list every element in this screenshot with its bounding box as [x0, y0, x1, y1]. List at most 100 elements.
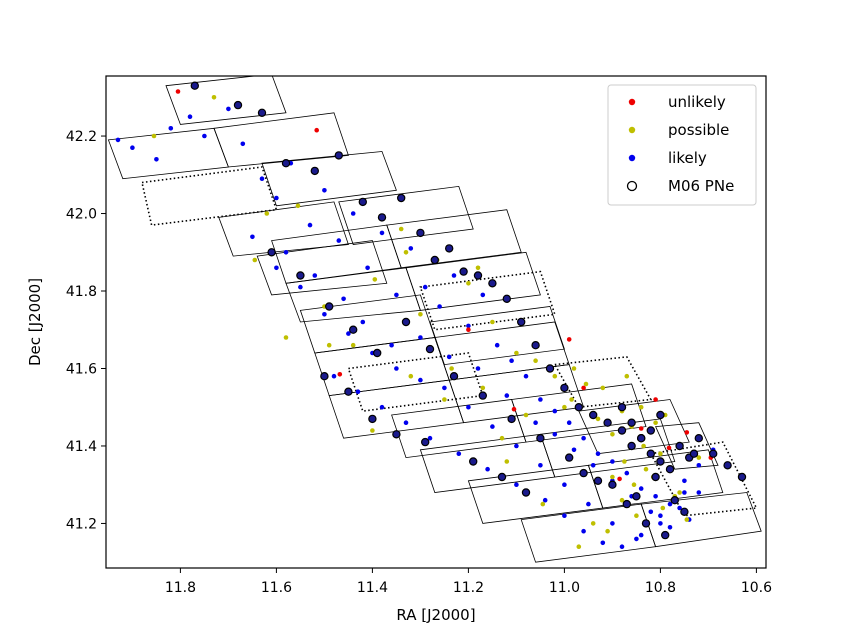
m06-pne-point [656, 457, 665, 466]
unlikely-point [684, 430, 690, 435]
likely-point [595, 451, 601, 457]
m06-pne-point [617, 403, 627, 412]
possible-point [540, 501, 546, 507]
likely-point [168, 126, 174, 131]
m06-pne-point [358, 197, 367, 207]
possible-point [643, 466, 649, 472]
m06-pne-point [473, 271, 483, 280]
likely-point [538, 397, 543, 402]
possible-point [583, 381, 589, 387]
m06-pne-point [622, 499, 632, 509]
likely-point [408, 246, 414, 251]
legend-box [607, 84, 757, 206]
m06-pne-point [310, 166, 319, 176]
field-outline-4 [141, 166, 278, 226]
y-tick-label: 41.4 [66, 439, 97, 455]
possible-point [595, 416, 601, 422]
likely-point [283, 250, 289, 255]
likely-point [350, 211, 356, 216]
likely-point [638, 532, 644, 538]
unlikely-point [653, 397, 658, 402]
m06-pne-point [689, 449, 699, 458]
likely-point [475, 366, 481, 371]
likely-point [307, 222, 313, 228]
likely-point [562, 482, 567, 488]
m06-pne-point [579, 468, 588, 478]
x-axis-ticks: 11.8 11.6 11.4 11.2 11.0 10.8 10.6 [165, 568, 772, 596]
possible-point [151, 133, 157, 139]
m06-pne-point [608, 480, 617, 489]
unlikely-point [175, 89, 181, 94]
m06-pne-point [517, 317, 526, 327]
m06-pne-point [560, 383, 569, 393]
m06-pne-point [344, 387, 353, 396]
likely-point [586, 501, 591, 507]
field-outline-6 [218, 201, 349, 257]
likely-point [298, 284, 303, 290]
m06-pne-point [627, 418, 636, 427]
field-outline-1 [165, 76, 287, 125]
y-tick-label: 41.6 [66, 361, 97, 377]
m06-pne-point [603, 418, 612, 427]
likely-point [610, 459, 615, 464]
likely-point [480, 292, 486, 298]
legend-marker-m06-pne [626, 180, 638, 192]
m06-pne-point [723, 461, 732, 470]
field-outline-28 [649, 441, 758, 517]
likely-point [610, 521, 615, 526]
likely-point [514, 482, 519, 488]
m06-pne-point [459, 267, 468, 276]
possible-point [658, 451, 663, 457]
possible-point [408, 373, 414, 379]
field-outline-24 [578, 399, 690, 455]
unlikely-point [466, 327, 471, 333]
possible-point [631, 482, 637, 488]
m06-pne-point [646, 426, 656, 435]
likely-point [638, 486, 644, 491]
m06-pne-point [661, 530, 670, 540]
m06-pne-point [709, 449, 718, 458]
possible-point [283, 335, 289, 340]
likely-point [250, 234, 255, 240]
field-outline-26 [539, 418, 676, 478]
possible-point [552, 373, 558, 379]
m06-pne-point [281, 158, 291, 168]
possible-point [372, 277, 378, 282]
unlikely-point [666, 445, 672, 451]
legend: unlikely possible likely M06 PNe [607, 84, 757, 206]
possible-point [641, 443, 646, 449]
m06-pne-point [334, 151, 343, 160]
likely-point [523, 373, 529, 379]
likely-point [187, 114, 193, 119]
likely-point [394, 366, 399, 371]
m06-pne-point [675, 441, 684, 451]
possible-point [638, 404, 644, 410]
possible-point [622, 459, 627, 464]
m06-pne-point [536, 434, 545, 443]
likely-point [379, 230, 385, 236]
likely-point [226, 106, 231, 112]
likely-point [274, 265, 279, 271]
possible-point [403, 250, 409, 255]
likely-point [653, 494, 658, 499]
m06-pne-point [392, 430, 401, 439]
possible-point [677, 490, 682, 495]
possible-point [442, 397, 447, 402]
x-tick-label: 10.6 [741, 580, 772, 596]
likely-point [619, 544, 625, 549]
likely-point [658, 521, 663, 526]
possible-point [398, 226, 404, 232]
m06-pne-point [320, 372, 329, 381]
likely-point [682, 478, 687, 484]
m06-pne-point [632, 492, 641, 501]
possible-point [211, 95, 217, 100]
y-tick-label: 42.2 [66, 129, 97, 145]
likely-point [485, 466, 490, 472]
field-outline-2 [107, 127, 229, 180]
likely-point [154, 157, 159, 162]
possible-point [653, 420, 658, 426]
likely-point [696, 463, 702, 468]
likely-point [418, 377, 423, 383]
m06-pne-point [637, 434, 646, 443]
possible-point [295, 203, 301, 209]
